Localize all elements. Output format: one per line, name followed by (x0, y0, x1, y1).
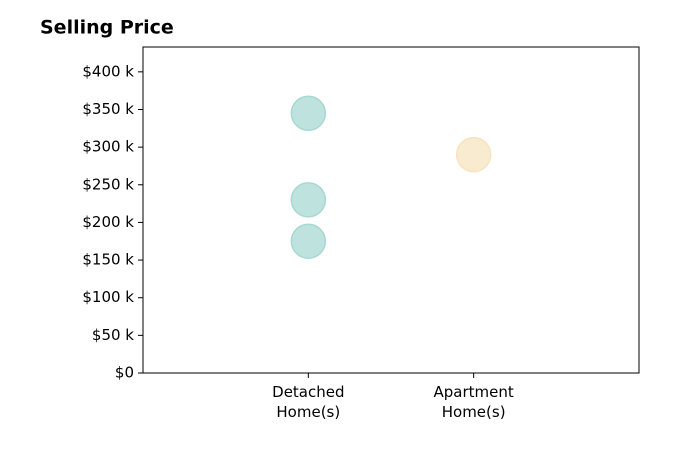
x-tick-label: Detached Home(s) (272, 383, 345, 421)
point (455, 136, 492, 173)
plot-frame (142, 46, 640, 374)
y-tick-label: $150 k (82, 251, 134, 269)
y-tick-label: $350 k (82, 100, 134, 118)
y-tick-label: $300 k (82, 138, 134, 156)
y-tick-label: $50 k (92, 326, 134, 344)
x-tick-label: Apartment Home(s) (433, 383, 514, 421)
y-tick-label: $0 (115, 364, 134, 382)
y-tick-label: $200 k (82, 213, 134, 231)
point (290, 95, 327, 132)
point (290, 223, 327, 259)
y-tick-label: $250 k (82, 175, 134, 193)
y-tick-label: $100 k (82, 288, 134, 306)
y-tick-label: $400 k (82, 62, 134, 80)
point (290, 182, 327, 218)
chart-title: Selling Price (40, 17, 174, 39)
